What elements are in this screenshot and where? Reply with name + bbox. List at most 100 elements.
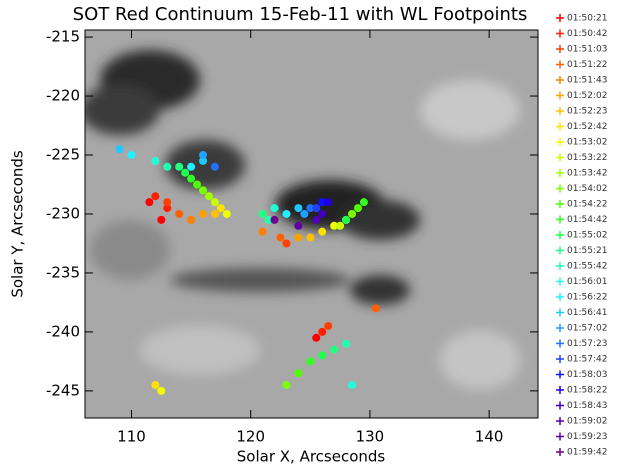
footpoint bbox=[204, 192, 213, 201]
footpoint bbox=[306, 233, 315, 242]
footpoint bbox=[175, 209, 184, 218]
footpoint bbox=[282, 380, 291, 389]
legend-label: 01:55:42 bbox=[567, 262, 607, 272]
footpoint bbox=[294, 233, 303, 242]
y-tick-label: -225 bbox=[46, 146, 80, 164]
footpoint bbox=[306, 357, 315, 366]
footpoint bbox=[115, 145, 124, 154]
legend-label: 01:54:42 bbox=[567, 215, 607, 225]
legend-label: 01:50:21 bbox=[567, 14, 607, 24]
legend-label: 01:57:02 bbox=[567, 324, 607, 334]
legend-label: 01:51:43 bbox=[567, 76, 607, 86]
x-axis-label: Solar X, Arcseconds bbox=[237, 448, 386, 466]
legend-label: 01:52:02 bbox=[567, 91, 607, 101]
footpoint bbox=[330, 345, 339, 354]
footpoint bbox=[318, 198, 327, 207]
footpoint bbox=[324, 198, 333, 207]
legend-label: 01:58:43 bbox=[567, 401, 607, 411]
footpoint bbox=[348, 380, 357, 389]
footpoint bbox=[151, 156, 160, 165]
footpoint bbox=[294, 204, 303, 213]
y-tick-label: -230 bbox=[46, 204, 80, 222]
x-tick-label: 130 bbox=[356, 428, 385, 446]
legend-label: 01:52:23 bbox=[567, 107, 607, 117]
footpoint bbox=[371, 304, 380, 313]
footpoint bbox=[264, 215, 273, 224]
footpoint bbox=[318, 227, 327, 236]
legend-label: 01:53:02 bbox=[567, 138, 607, 148]
footpoint bbox=[300, 209, 309, 218]
footpoint bbox=[199, 209, 208, 218]
footpoint bbox=[294, 221, 303, 230]
footpoint bbox=[282, 239, 291, 248]
footpoint bbox=[127, 151, 136, 160]
legend-label: 01:53:42 bbox=[567, 169, 607, 179]
footpoint bbox=[157, 386, 166, 395]
legend-label: 01:51:22 bbox=[567, 60, 607, 70]
y-tick-label: -240 bbox=[46, 322, 80, 340]
footpoint bbox=[342, 339, 351, 348]
footpoint bbox=[181, 168, 190, 177]
footpoint bbox=[175, 162, 184, 171]
y-axis-label: Solar Y, Arcseconds bbox=[9, 150, 27, 298]
footpoint bbox=[348, 209, 357, 218]
legend-label: 01:56:22 bbox=[567, 293, 607, 303]
footpoint bbox=[318, 351, 327, 360]
legend-label: 01:51:03 bbox=[567, 45, 607, 55]
footpoint bbox=[258, 209, 267, 218]
footpoint bbox=[312, 333, 321, 342]
footpoint bbox=[318, 327, 327, 336]
legend-label: 01:55:02 bbox=[567, 231, 607, 241]
footpoint bbox=[306, 204, 315, 213]
footpoint bbox=[199, 156, 208, 165]
legend-label: 01:59:02 bbox=[567, 417, 607, 427]
y-tick-label: -235 bbox=[46, 263, 80, 281]
footpoint bbox=[210, 198, 219, 207]
footpoint bbox=[163, 198, 172, 207]
legend-label: 01:52:42 bbox=[567, 122, 607, 132]
legend-label: 01:50:42 bbox=[567, 29, 607, 39]
footpoint bbox=[312, 215, 321, 224]
legend-label: 01:54:22 bbox=[567, 200, 607, 210]
legend-label: 01:57:42 bbox=[567, 355, 607, 365]
footpoint bbox=[193, 180, 202, 189]
footpoint bbox=[258, 227, 267, 236]
y-tick-label: -245 bbox=[46, 381, 80, 399]
footpoint bbox=[276, 233, 285, 242]
legend-label: 01:58:03 bbox=[567, 370, 607, 380]
x-tick-label: 140 bbox=[475, 428, 504, 446]
footpoint bbox=[324, 322, 333, 331]
sunspot-image bbox=[85, 30, 538, 418]
chart-title: SOT Red Continuum 15-Feb-11 with WL Foot… bbox=[73, 4, 528, 25]
legend-label: 01:54:02 bbox=[567, 184, 607, 194]
footpoint bbox=[163, 204, 172, 213]
footpoint bbox=[330, 221, 339, 230]
footpoint bbox=[157, 215, 166, 224]
footpoint bbox=[187, 174, 196, 183]
x-tick-label: 110 bbox=[117, 428, 146, 446]
footpoint bbox=[210, 162, 219, 171]
footpoint bbox=[270, 204, 279, 213]
footpoint bbox=[294, 369, 303, 378]
x-tick-label: 120 bbox=[236, 428, 265, 446]
legend-label: 01:56:41 bbox=[567, 308, 607, 318]
legend-label: 01:56:01 bbox=[567, 277, 607, 287]
footpoint bbox=[145, 198, 154, 207]
footpoint bbox=[282, 209, 291, 218]
footpoint bbox=[270, 215, 279, 224]
footpoint bbox=[312, 204, 321, 213]
footpoint bbox=[187, 162, 196, 171]
footpoint bbox=[187, 215, 196, 224]
footpoint bbox=[163, 162, 172, 171]
footpoint bbox=[210, 209, 219, 218]
footpoint bbox=[199, 151, 208, 160]
plot-frame bbox=[84, 29, 539, 419]
footpoint bbox=[342, 215, 351, 224]
footpoint bbox=[216, 204, 225, 213]
legend-label: 01:59:42 bbox=[567, 448, 607, 458]
footpoint bbox=[353, 204, 362, 213]
footpoint bbox=[336, 221, 345, 230]
footpoint bbox=[222, 209, 231, 218]
y-tick-label: -220 bbox=[46, 87, 80, 105]
legend-label: 01:53:22 bbox=[567, 153, 607, 163]
